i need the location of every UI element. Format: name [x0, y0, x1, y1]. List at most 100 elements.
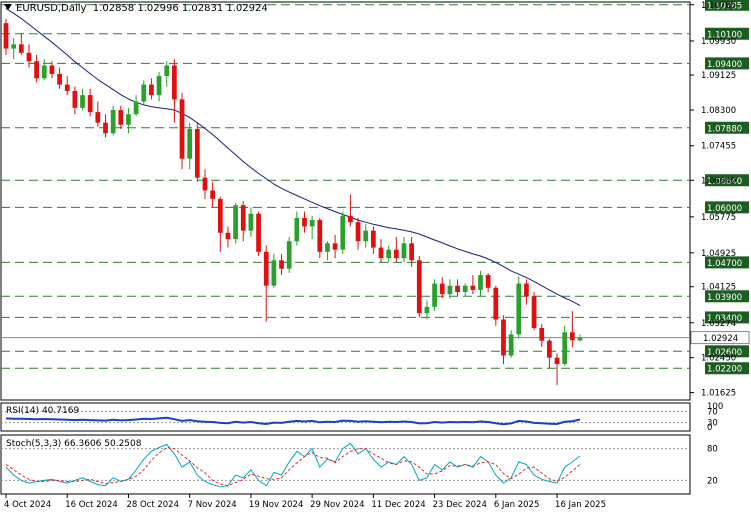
stoch-main-line [5, 442, 581, 488]
stoch-level-label: 20 [707, 476, 718, 486]
level-label: 1.06000 [707, 204, 742, 214]
candle-body [332, 243, 338, 250]
candle-body [508, 334, 514, 356]
y-tick-label: 1.08300 [701, 106, 736, 116]
level-label: 1.02600 [707, 348, 742, 358]
candle-body [110, 109, 116, 134]
level-label: 1.03400 [707, 314, 742, 324]
x-tick-label: 6 Jan 2025 [494, 500, 540, 510]
candle-body [248, 213, 254, 231]
x-tick-label: 16 Oct 2024 [65, 500, 118, 510]
candle-body [49, 65, 55, 74]
candle-body [126, 114, 131, 125]
x-tick-label: 7 Nov 2024 [188, 500, 237, 510]
candle-body [263, 251, 269, 286]
candle-body [149, 84, 154, 96]
candle-body [225, 232, 231, 240]
level-label: 1.10100 [707, 30, 742, 40]
candle-body [172, 65, 177, 100]
candle-body [80, 95, 85, 108]
candle-body [309, 220, 315, 227]
candle-body [554, 357, 560, 365]
candle-body [470, 285, 476, 290]
level-label-bg [705, 290, 749, 303]
candle-body [26, 52, 32, 62]
rsi-panel-label: RSI(14) 40.7169 [6, 406, 80, 416]
candle-body [164, 65, 170, 77]
y-tick-label: 1.05775 [701, 213, 736, 223]
candle-body [271, 260, 277, 286]
rsi-panel-frame [0, 402, 691, 432]
y-tick-label: 1.04925 [701, 249, 736, 259]
candle-body [279, 260, 284, 269]
candle-body [370, 230, 376, 248]
chevron-down-icon[interactable] [4, 4, 12, 10]
level-label: 1.09400 [707, 60, 742, 70]
y-tick-label: 1.04125 [701, 283, 736, 293]
candle-body [194, 129, 200, 178]
rsi-level-label: 100 [707, 402, 723, 412]
candle-body [416, 260, 422, 314]
level-label-bg [705, 27, 749, 40]
candle-body [95, 112, 101, 123]
candle-body [531, 296, 537, 329]
candle-body [11, 44, 17, 49]
y-tick-label: 1.09930 [701, 37, 736, 47]
x-tick-label: 28 Oct 2024 [126, 500, 179, 510]
candle-body [485, 275, 491, 288]
candle-body [202, 177, 208, 191]
rsi-level-label: 30 [707, 419, 718, 429]
candle-body [286, 241, 292, 269]
stoch-signal-line [5, 446, 581, 487]
level-label-bg [705, 121, 749, 134]
candle-body [401, 243, 407, 259]
ohlc-label: 1.02858 1.02996 1.02831 1.02924 [92, 3, 268, 14]
candle-body [547, 340, 552, 358]
rsi-level-label: 0 [707, 423, 712, 433]
candle-body [179, 99, 185, 159]
candle-body [217, 198, 223, 233]
stoch-level-label: 80 [707, 445, 718, 455]
candle-body [294, 217, 300, 242]
candle-body [156, 76, 162, 96]
candle-body [516, 283, 522, 335]
candle-body [455, 285, 460, 293]
level-label-bg [705, 256, 749, 269]
candle-body [141, 84, 147, 102]
candle-body [539, 328, 545, 341]
current-price-tag [690, 331, 750, 345]
y-tick-label: 1.10785 [701, 1, 736, 11]
candle-body [187, 129, 193, 159]
stoch-panel-label: Stoch(5,3,3) 66.3606 50.2508 [6, 439, 142, 449]
candle-body [118, 109, 124, 125]
level-label: 1.03900 [707, 293, 742, 303]
x-tick-label: 29 Nov 2024 [310, 500, 364, 510]
candle-body [524, 283, 529, 297]
stoch-panel-frame [0, 434, 691, 495]
level-label-bg [705, 311, 749, 324]
candle-body [355, 222, 361, 242]
level-label-bg [705, 345, 749, 358]
level-label: 1.04700 [707, 259, 742, 269]
rsi-level-label: 70 [707, 407, 718, 417]
y-tick-label: 1.06640 [701, 176, 736, 186]
level-label: 1.02200 [707, 365, 742, 375]
candle-body [240, 205, 246, 231]
candle-body [348, 215, 353, 223]
level-label-bg [705, 57, 749, 70]
level-label: 1.06640 [707, 177, 742, 187]
candle-body [393, 249, 399, 259]
symbol-label: EURUSD,Daily [16, 3, 87, 14]
y-tick-label: 1.07455 [701, 142, 736, 152]
chart-header: EURUSD,Daily 1.02858 1.02996 1.02831 1.0… [4, 3, 268, 14]
x-tick-label: 23 Dec 2024 [433, 500, 487, 510]
x-tick-label: 11 Dec 2024 [371, 500, 425, 510]
candle-body [478, 275, 483, 290]
level-label-bg [705, 201, 749, 214]
candle-body [3, 23, 9, 49]
candle-body [562, 332, 568, 365]
candle-body [34, 61, 39, 79]
rsi-line [5, 416, 581, 426]
